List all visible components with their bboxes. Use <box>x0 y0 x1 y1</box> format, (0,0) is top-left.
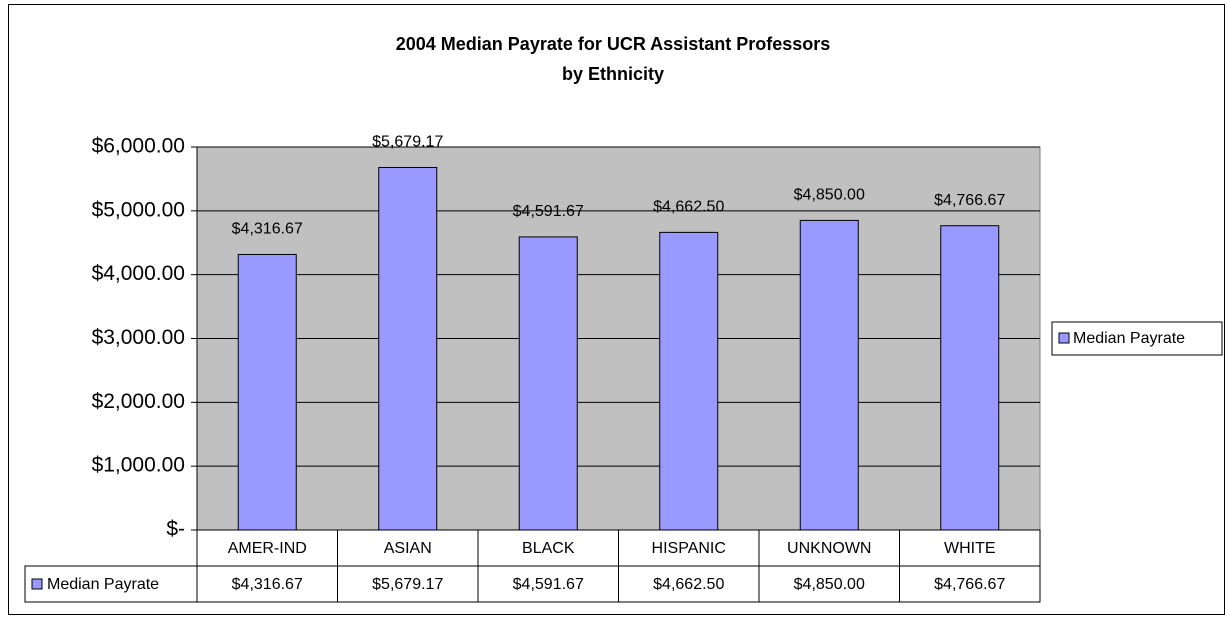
x-tick-label: HISPANIC <box>652 540 726 557</box>
y-tick-label: $6,000.00 <box>92 135 185 158</box>
bar <box>518 236 578 531</box>
data-label: $4,766.67 <box>934 192 1005 209</box>
x-tick-label: BLACK <box>522 540 575 557</box>
bar <box>237 253 297 531</box>
bar <box>799 219 859 531</box>
legend-swatch <box>1058 332 1070 344</box>
y-tick-label: $4,000.00 <box>92 262 185 285</box>
data-table-header <box>24 565 198 603</box>
x-tick-label: UNKNOWN <box>787 540 871 557</box>
table-cell: $4,662.50 <box>653 576 724 593</box>
data-label: $4,316.67 <box>232 221 303 238</box>
table-cell: $4,850.00 <box>794 576 865 593</box>
table-row-label: Median Payrate <box>47 576 159 593</box>
data-label: $4,850.00 <box>794 187 865 204</box>
data-label: $4,591.67 <box>513 203 584 220</box>
bar <box>940 225 1000 531</box>
x-tick-label: ASIAN <box>384 540 432 557</box>
legend-label: Median Payrate <box>1073 330 1185 347</box>
table-cell: $4,316.67 <box>232 576 303 593</box>
legend <box>1051 321 1223 356</box>
data-label: $5,679.17 <box>372 134 443 151</box>
data-label: $4,662.50 <box>653 199 724 216</box>
y-tick-label: $3,000.00 <box>92 326 185 349</box>
y-tick-label: $5,000.00 <box>92 198 185 221</box>
table-cell: $4,766.67 <box>934 576 1005 593</box>
chart-title: 2004 Median Payrate for UCR Assistant Pr… <box>396 34 831 54</box>
y-tick-label: $1,000.00 <box>92 454 185 477</box>
table-cell: $4,591.67 <box>513 576 584 593</box>
bar <box>659 231 719 531</box>
legend-swatch <box>31 578 43 590</box>
bar <box>378 166 438 531</box>
x-tick-label: AMER-IND <box>228 540 307 557</box>
table-cell: $5,679.17 <box>372 576 443 593</box>
y-tick-label: $- <box>166 518 185 541</box>
chart-title: by Ethnicity <box>562 64 664 84</box>
y-tick-label: $2,000.00 <box>92 390 185 413</box>
x-tick-label: WHITE <box>944 540 996 557</box>
